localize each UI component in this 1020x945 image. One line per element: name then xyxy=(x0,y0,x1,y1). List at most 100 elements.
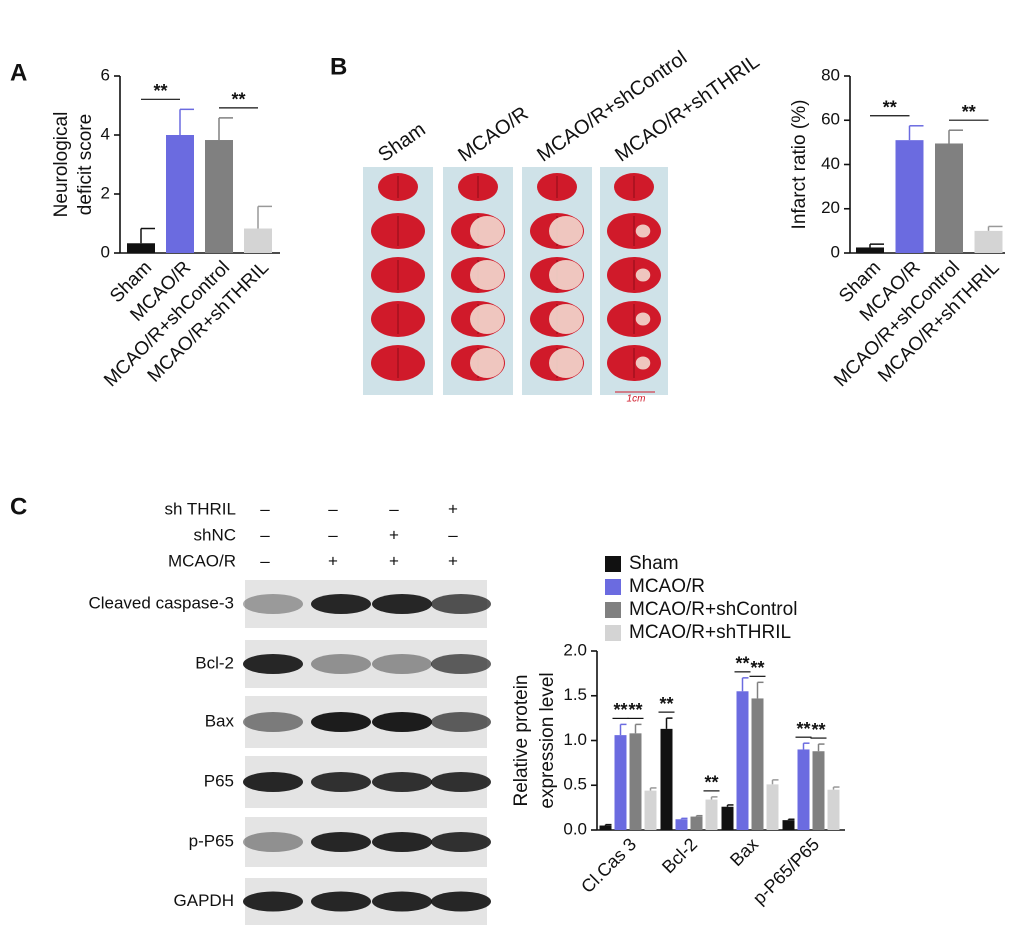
y-tick-label: 4 xyxy=(101,124,110,143)
condition-mark: – xyxy=(260,551,270,570)
bar xyxy=(244,228,272,253)
blot-band xyxy=(311,772,371,792)
condition-mark: – xyxy=(328,525,338,544)
condition-mark: + xyxy=(448,499,458,518)
blot-band xyxy=(243,712,303,732)
condition-label: shNC xyxy=(193,525,236,544)
infarct-area xyxy=(470,348,504,378)
blot-band xyxy=(243,832,303,852)
condition-mark: + xyxy=(389,525,399,544)
bar xyxy=(660,728,673,830)
bar xyxy=(599,825,612,830)
bar xyxy=(935,143,963,253)
infarct-area xyxy=(635,312,651,326)
blot-band xyxy=(431,832,491,852)
infarct-area xyxy=(635,224,651,238)
infarct-area xyxy=(549,260,583,290)
legend-label: Sham xyxy=(629,553,679,574)
blot-band xyxy=(431,772,491,792)
significance-label: ** xyxy=(231,90,245,110)
y-tick-label: 0.5 xyxy=(563,775,587,794)
protein-label: Cleaved caspase-3 xyxy=(88,593,234,612)
blot-band xyxy=(372,594,432,614)
y-tick-label: 1.5 xyxy=(563,685,587,704)
bar xyxy=(166,135,194,253)
condition-mark: – xyxy=(448,525,458,544)
panel-label: A xyxy=(10,59,27,86)
infarct-area xyxy=(549,304,583,334)
bar xyxy=(644,790,657,830)
blot-band xyxy=(311,594,371,614)
scale-label: 1cm xyxy=(627,394,646,405)
y-tick-label: 2 xyxy=(101,183,110,202)
blot-band xyxy=(372,654,432,674)
blot-band xyxy=(372,891,432,912)
bar xyxy=(205,140,233,253)
protein-label: GAPDH xyxy=(174,891,234,910)
bar xyxy=(675,819,688,830)
y-tick-label: 6 xyxy=(101,65,110,84)
y-axis-label: Neurological xyxy=(51,112,72,218)
legend-swatch xyxy=(605,556,621,572)
y-tick-label: 0 xyxy=(831,242,840,261)
significance-label: ** xyxy=(962,102,976,122)
infarct-area xyxy=(470,304,504,334)
blot-band xyxy=(431,712,491,732)
column-label: MCAO/R xyxy=(454,103,532,167)
infarct-area xyxy=(635,356,651,370)
blot-band xyxy=(431,594,491,614)
y-tick-label: 20 xyxy=(821,198,840,217)
condition-mark: + xyxy=(448,551,458,570)
significance-label: ** xyxy=(750,658,764,678)
significance-label: ** xyxy=(811,720,825,740)
blot-band xyxy=(311,712,371,732)
legend-label: MCAO/R+shTHRIL xyxy=(629,622,791,643)
western-blot: sh THRIL – – – + shNC – – + – MCAO/R – + + + Cleaved ca… xyxy=(88,499,491,925)
condition-mark: – xyxy=(389,499,399,518)
blot-band xyxy=(243,594,303,614)
y-tick-label: 80 xyxy=(821,65,840,84)
blot-band xyxy=(243,891,303,912)
bar xyxy=(827,789,840,830)
bar xyxy=(690,816,703,830)
condition-label: sh THRIL xyxy=(165,499,237,518)
significance-label: ** xyxy=(796,719,810,739)
significance-label: ** xyxy=(735,654,749,674)
condition-mark: + xyxy=(389,551,399,570)
infarct-area xyxy=(470,260,504,290)
condition-mark: – xyxy=(260,525,270,544)
bar xyxy=(751,698,764,830)
y-axis-label: Relative protein xyxy=(511,674,532,806)
brain-slice-photo: Sham MCAO/R MCAO/R+shControlMCAO/R+shTHRIL… xyxy=(363,47,764,405)
x-tick-label: Bax xyxy=(726,834,762,870)
y-tick-label: 0.0 xyxy=(563,819,587,838)
condition-mark: – xyxy=(260,499,270,518)
legend-swatch xyxy=(605,625,621,641)
panel-label: C xyxy=(10,493,27,520)
y-tick-label: 0 xyxy=(101,242,110,261)
infarct-area xyxy=(549,348,583,378)
significance-label: ** xyxy=(153,81,167,101)
column-label: MCAO/R+shTHRIL xyxy=(611,51,763,167)
blot-band xyxy=(372,712,432,732)
panel-label: B xyxy=(330,53,347,80)
significance-label: ** xyxy=(628,700,642,720)
y-axis-label: deficit score xyxy=(75,114,96,215)
bar xyxy=(766,784,779,830)
y-tick-label: 40 xyxy=(821,154,840,173)
significance-label: ** xyxy=(613,700,627,720)
bar xyxy=(782,820,795,830)
y-tick-label: 1.0 xyxy=(563,730,587,749)
condition-label: MCAO/R xyxy=(168,551,236,570)
x-tick-label: Bcl-2 xyxy=(658,834,701,877)
legend-swatch xyxy=(605,579,621,595)
blot-band xyxy=(431,891,491,912)
protein-label: Bax xyxy=(205,711,235,730)
blot-band xyxy=(311,654,371,674)
bar xyxy=(614,735,627,830)
legend-label: MCAO/R+shControl xyxy=(629,599,797,620)
significance-label: ** xyxy=(883,98,897,118)
blot-band xyxy=(372,772,432,792)
x-tick-label: Cl.Cas 3 xyxy=(577,834,640,897)
infarct-area xyxy=(635,268,651,282)
